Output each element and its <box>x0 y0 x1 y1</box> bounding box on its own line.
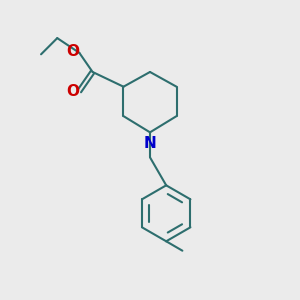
Text: O: O <box>66 44 80 59</box>
Text: O: O <box>66 84 80 99</box>
Text: N: N <box>144 136 156 151</box>
